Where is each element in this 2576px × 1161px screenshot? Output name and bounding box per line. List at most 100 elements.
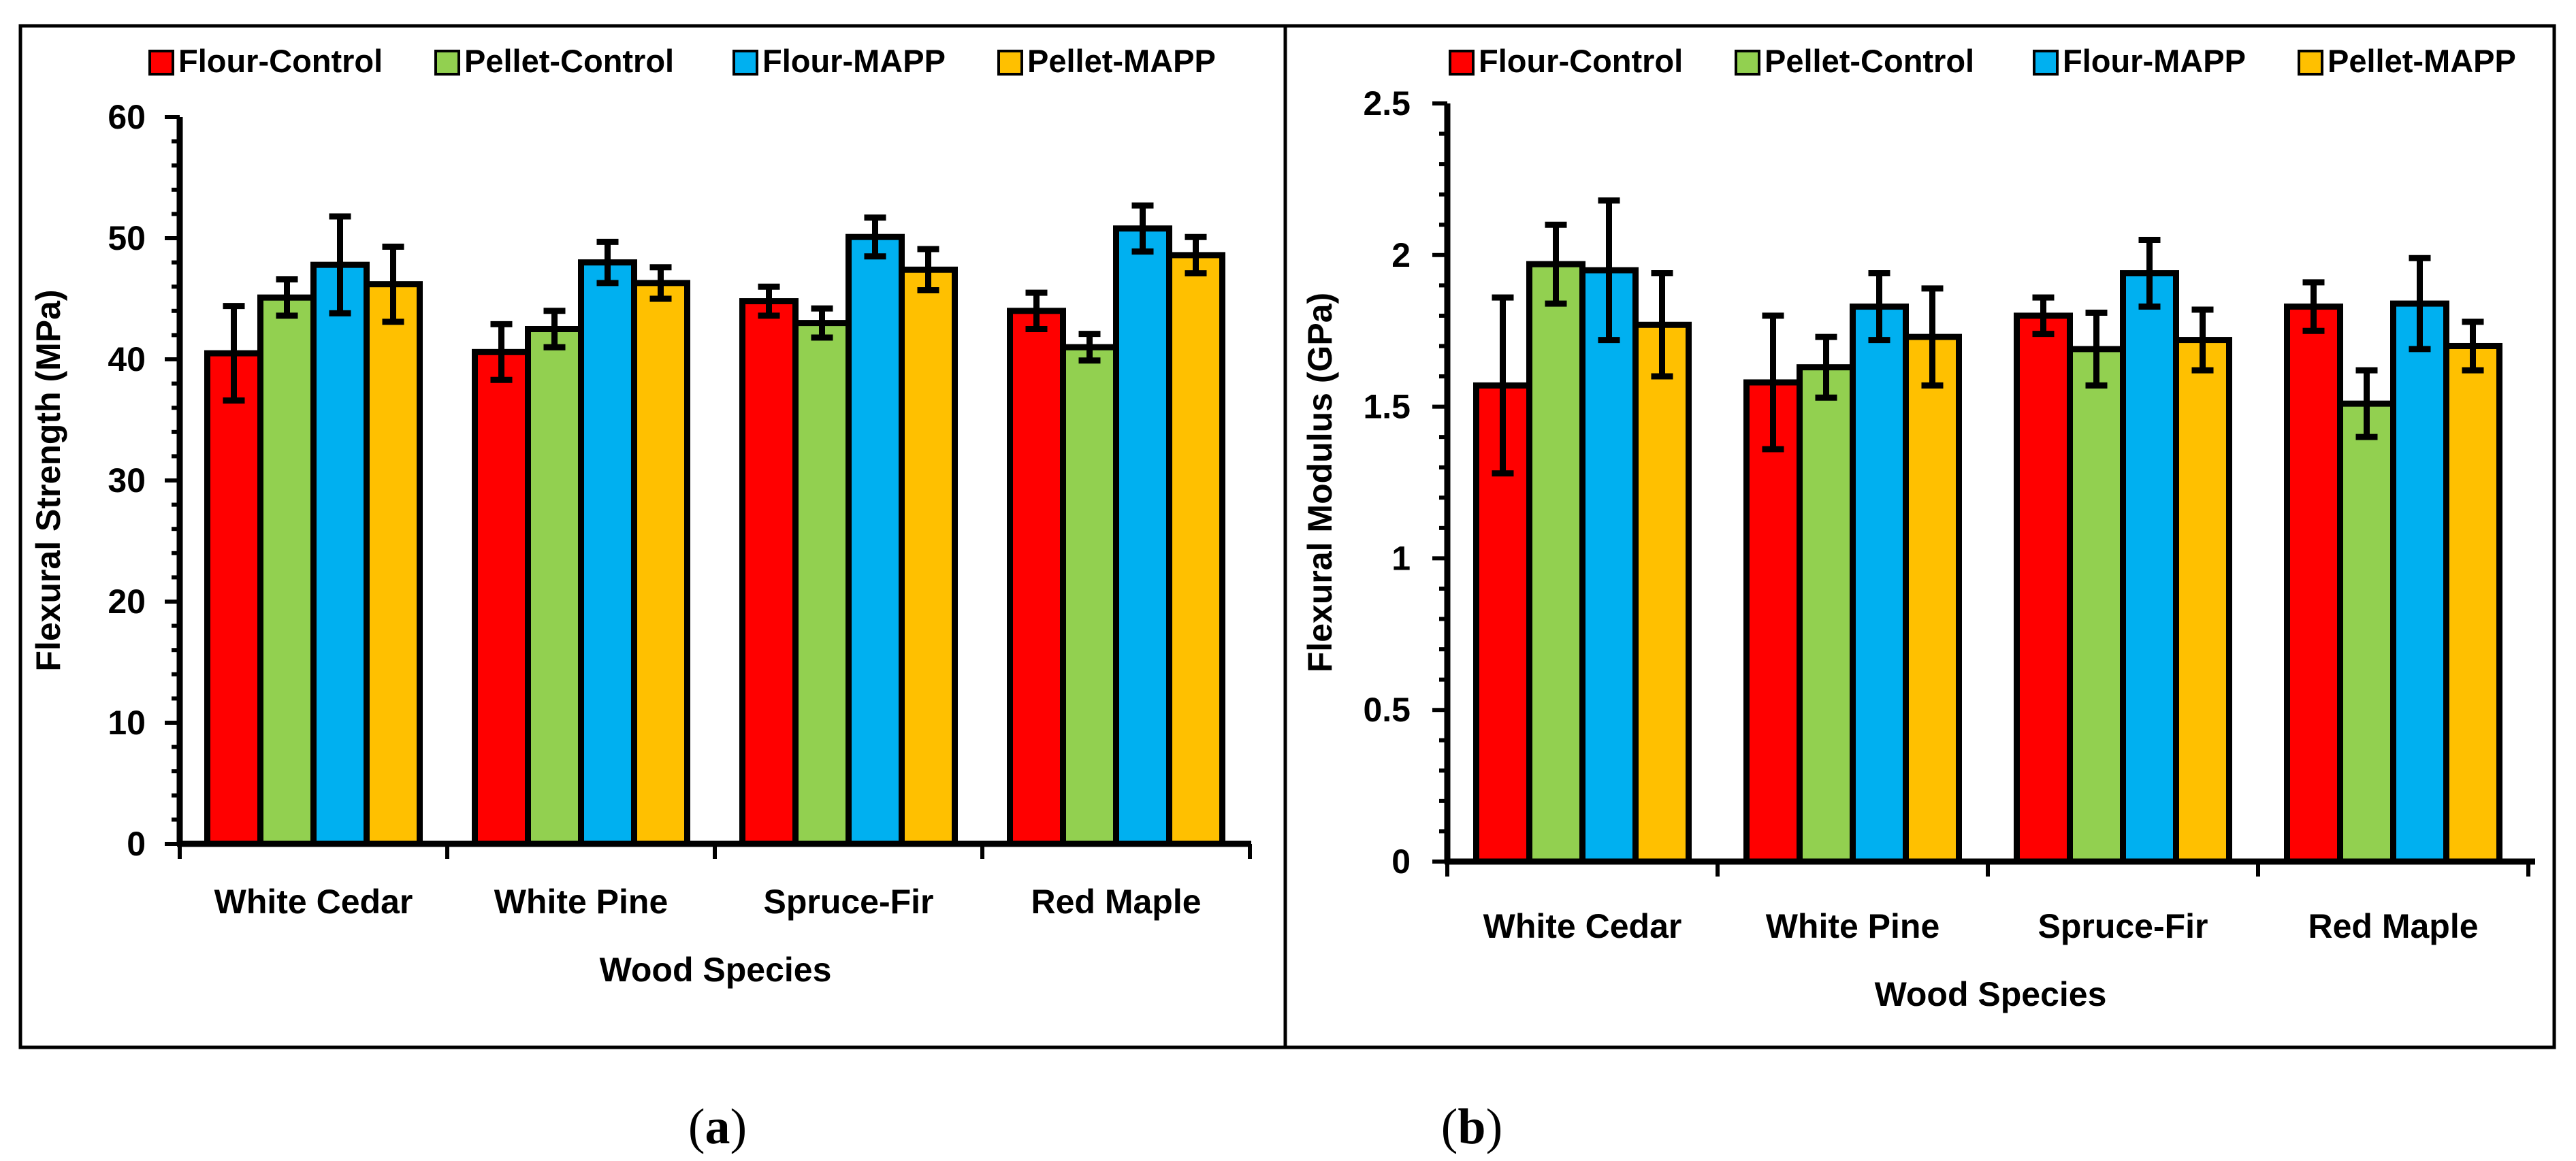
y-tick-label: 2: [1391, 236, 1411, 274]
bar-red-maple-pellet-mapp: [1166, 252, 1225, 847]
error-bar-white-cedar-pellet-control: [1545, 221, 1567, 307]
x-axis-title: Wood Species: [600, 951, 832, 989]
error-bar-red-maple-flour-mapp: [2409, 255, 2431, 353]
y-tick-label: 1: [1391, 539, 1411, 577]
error-bar-spruce-fir-pellet-mapp: [917, 246, 939, 294]
error-bar-white-cedar-flour-control: [223, 303, 245, 404]
y-tick-label: 20: [108, 583, 146, 621]
error-bar-white-cedar-pellet-mapp: [1651, 270, 1673, 380]
legend-swatch-pellet-mapp: [2298, 50, 2323, 76]
bar-spruce-fir-flour-mapp: [846, 233, 905, 847]
error-bar-white-pine-flour-control: [490, 321, 513, 383]
bar-spruce-fir-pellet-mapp: [899, 266, 958, 847]
legend-swatch-flour-control: [1449, 50, 1475, 76]
bar-white-pine-pellet-control: [1797, 364, 1856, 865]
y-tick-label: 40: [108, 340, 146, 378]
error-bar-white-cedar-pellet-control: [276, 276, 298, 319]
y-tick-label: 2.5: [1363, 84, 1411, 122]
y-axis-title: Flexural Modulus (GPa): [1301, 293, 1339, 672]
legend-label-flour-control: Flour-Control: [178, 43, 383, 79]
bar-spruce-fir-pellet-control: [792, 320, 852, 847]
bar-red-maple-flour-control: [2284, 304, 2343, 865]
error-bar-white-pine-pellet-control: [1815, 333, 1837, 401]
bar-white-pine-flour-control: [1743, 379, 1803, 865]
y-tick-label: 60: [108, 98, 146, 136]
error-bar-red-maple-pellet-control: [2355, 367, 2378, 440]
legend-label-flour-mapp: Flour-MAPP: [762, 43, 946, 79]
error-bar-spruce-fir-pellet-mapp: [2191, 306, 2214, 374]
legend-label-flour-mapp: Flour-MAPP: [2063, 43, 2246, 79]
x-tick-label-spruce-fir: Spruce-Fir: [2038, 907, 2208, 945]
chart-flexural-modulus: Flour-Control Pellet-Control Flour-MAPP Pel…: [1301, 43, 2535, 1013]
legend-label-pellet-control: Pellet-Control: [464, 43, 674, 79]
y-tick-label: 0: [127, 825, 146, 863]
bar-white-pine-pellet-control: [525, 326, 584, 847]
legend-swatch-flour-control: [148, 50, 174, 76]
bar-spruce-fir-flour-mapp: [2120, 270, 2179, 865]
y-tick-label: 0: [1391, 843, 1411, 881]
error-bar-white-pine-pellet-mapp: [1921, 285, 1944, 389]
error-bar-red-maple-flour-control: [1025, 289, 1048, 332]
x-tick-label-red-maple: Red Maple: [2308, 907, 2478, 945]
x-axis-title: Wood Species: [1875, 975, 2107, 1013]
error-bar-spruce-fir-flour-control: [758, 283, 780, 319]
y-tick-label: 10: [108, 704, 146, 742]
x-tick-label-white-cedar: White Cedar: [1483, 907, 1682, 945]
error-bar-white-pine-flour-mapp: [1868, 270, 1890, 344]
error-bar-red-maple-flour-control: [2302, 279, 2325, 334]
bar-white-pine-pellet-mapp: [1903, 333, 1962, 865]
y-axis-title: Flexural Strength (MPa): [29, 289, 67, 671]
error-bar-white-cedar-flour-control: [1492, 294, 1514, 477]
legend-swatch-pellet-control: [434, 50, 460, 76]
bar-white-cedar-pellet-control: [1526, 261, 1585, 865]
bar-white-cedar-flour-mapp: [1579, 267, 1639, 865]
legend-swatch-pellet-control: [1735, 50, 1760, 76]
chart-flexural-strength: Flour-Control Pellet-Control Flour-MAPP Pel…: [29, 43, 1252, 989]
error-bar-red-maple-pellet-mapp: [2462, 318, 2484, 374]
legend-label-pellet-mapp: Pellet-MAPP: [2328, 43, 2516, 79]
x-tick-label-spruce-fir: Spruce-Fir: [763, 883, 933, 921]
y-tick-label: 0.5: [1363, 691, 1411, 729]
legend-swatch-flour-mapp: [732, 50, 758, 76]
error-bar-white-pine-flour-mapp: [596, 238, 619, 287]
bar-white-cedar-pellet-mapp: [1632, 321, 1692, 865]
error-bar-spruce-fir-pellet-control: [811, 305, 833, 341]
bar-white-pine-pellet-mapp: [631, 280, 690, 847]
bar-spruce-fir-flour-control: [2014, 312, 2073, 865]
error-bar-spruce-fir-pellet-control: [2085, 309, 2108, 389]
y-tick-label: 1.5: [1363, 388, 1411, 426]
error-bar-spruce-fir-flour-mapp: [864, 214, 886, 260]
error-bar-white-pine-pellet-mapp: [649, 264, 672, 302]
x-tick-label-white-cedar: White Cedar: [214, 883, 413, 921]
legend-label-flour-control: Flour-Control: [1479, 43, 1683, 79]
x-tick-label-red-maple: Red Maple: [1031, 883, 1201, 921]
bar-spruce-fir-flour-control: [739, 298, 799, 847]
error-bar-white-pine-flour-control: [1762, 312, 1784, 453]
bar-white-pine-flour-mapp: [1850, 304, 1909, 865]
bar-white-pine-flour-control: [472, 348, 531, 847]
x-tick-label-white-pine: White Pine: [1766, 907, 1940, 945]
bar-red-maple-flour-mapp: [2390, 300, 2449, 865]
y-tick-label: 50: [108, 219, 146, 257]
bar-white-pine-flour-mapp: [578, 259, 637, 847]
legend-swatch-pellet-mapp: [997, 50, 1023, 76]
error-bar-white-pine-pellet-control: [543, 308, 566, 350]
bar-spruce-fir-pellet-mapp: [2173, 337, 2232, 865]
error-bar-red-maple-pellet-control: [1078, 331, 1101, 364]
error-bar-white-cedar-flour-mapp: [1598, 197, 1620, 344]
legend-label-pellet-control: Pellet-Control: [1765, 43, 1974, 79]
x-tick-label-white-pine: White Pine: [494, 883, 669, 921]
caption-a: (a): [688, 1099, 747, 1155]
bar-red-maple-flour-mapp: [1113, 225, 1172, 847]
bar-red-maple-pellet-control: [2337, 400, 2396, 865]
error-bar-red-maple-flour-mapp: [1131, 202, 1154, 255]
bar-white-cedar-flour-control: [204, 350, 263, 847]
error-bar-spruce-fir-flour-control: [2032, 294, 2055, 338]
error-bar-white-cedar-flour-mapp: [329, 213, 351, 316]
bar-red-maple-pellet-control: [1060, 344, 1119, 847]
bar-white-cedar-flour-mapp: [310, 261, 370, 847]
bar-red-maple-pellet-mapp: [2443, 342, 2502, 865]
legend-label-pellet-mapp: Pellet-MAPP: [1027, 43, 1216, 79]
y-tick-label: 30: [108, 461, 146, 500]
